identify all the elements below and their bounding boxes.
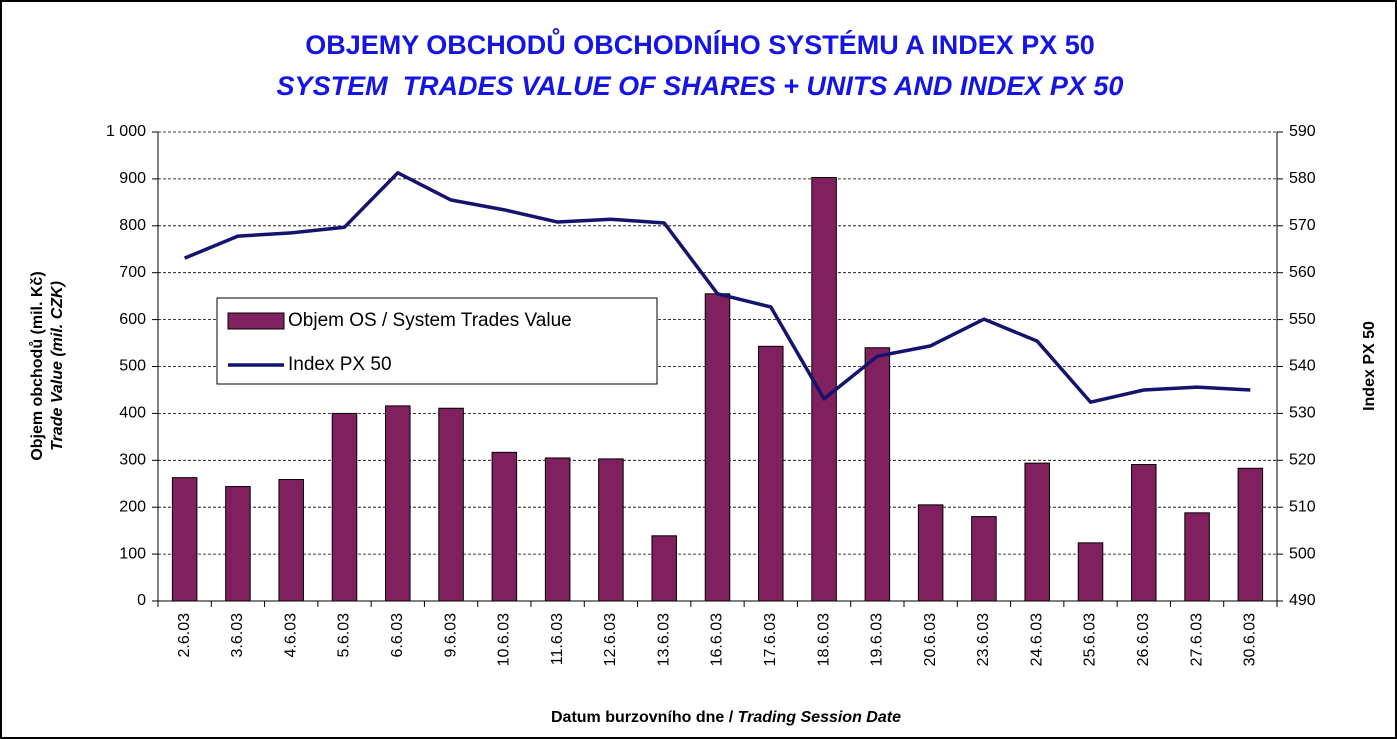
y-tick-label: 100: [119, 545, 146, 562]
bar: [704, 293, 731, 602]
x-tick-label: 4.6.03: [282, 613, 299, 658]
x-tick-label: 25.6.03: [1082, 613, 1099, 666]
bar: [278, 479, 304, 602]
y-tick-label: 300: [119, 452, 146, 469]
x-tick-label: 27.6.03: [1188, 613, 1205, 666]
bar: [651, 535, 677, 602]
x-tick-label: 6.6.03: [389, 613, 406, 658]
y-tick-label: 200: [119, 498, 146, 515]
bar: [1024, 462, 1050, 602]
bar: [438, 407, 464, 602]
chart-title: OBJEMY OBCHODŮ OBCHODNÍHO SYSTÉMU A INDE…: [305, 27, 1095, 60]
y-axis-label: Trade Value (mil. CZK): [49, 281, 66, 451]
bar: [491, 451, 518, 602]
x-tick-label: 24.6.03: [1028, 613, 1045, 666]
bar: [758, 345, 784, 602]
y-tick-label: 800: [119, 217, 146, 234]
legend-label: Index PX 50: [288, 354, 392, 375]
x-axis-label: Datum burzovního dne / Trading Session D…: [551, 709, 901, 726]
y2-tick-label: 590: [1289, 123, 1316, 140]
y2-tick-label: 520: [1289, 452, 1316, 469]
x-axis-label-part: Datum burzovního dne /: [551, 709, 738, 726]
y2-tick-label: 540: [1289, 358, 1316, 375]
x-tick-label: 2.6.03: [176, 613, 193, 658]
x-tick-label: 26.6.03: [1135, 613, 1152, 666]
line: [183, 171, 1251, 404]
x-tick-label: 12.6.03: [602, 613, 619, 666]
x-axis-label-part: Trading Session Date: [738, 709, 901, 726]
x-tick-label: 13.6.03: [655, 613, 672, 666]
x-tick-label: 19.6.03: [869, 613, 886, 666]
y-tick-label: 900: [119, 170, 146, 187]
bar: [971, 516, 997, 602]
y2-tick-label: 550: [1289, 311, 1316, 328]
x-tick-label: 20.6.03: [922, 613, 939, 666]
bar: [385, 405, 411, 602]
legend-label: Objem OS / System Trades Value: [288, 310, 572, 331]
y2-axis-label: Index PX 50: [1361, 321, 1378, 411]
bar: [331, 412, 358, 602]
y2-tick-label: 490: [1289, 592, 1316, 609]
bar: [544, 457, 571, 602]
bar: [811, 176, 837, 602]
x-tick-label: 23.6.03: [975, 613, 992, 666]
x-tick-label: 10.6.03: [496, 613, 513, 666]
x-tick-label: 5.6.03: [336, 613, 353, 658]
y-tick-label: 0: [137, 592, 146, 609]
y2-tick-label: 500: [1289, 545, 1316, 562]
y2-tick-label: 570: [1289, 217, 1316, 234]
bar: [864, 347, 891, 602]
bar: [1184, 512, 1210, 602]
legend-box: [216, 297, 658, 385]
y-tick-label: 700: [119, 264, 146, 281]
bar: [917, 504, 944, 602]
bar: [598, 458, 624, 602]
x-tick-label: 9.6.03: [442, 613, 459, 658]
chart-subtitle: SYSTEM TRADES VALUE OF SHARES + UNITS AN…: [277, 71, 1124, 101]
x-tick-label: 3.6.03: [229, 613, 246, 658]
bar: [171, 477, 198, 602]
bar: [1237, 467, 1264, 602]
y-tick-label: 500: [119, 358, 146, 375]
y-tick-label: 600: [119, 311, 146, 328]
bar: [1131, 464, 1157, 602]
y2-tick-label: 510: [1289, 498, 1316, 515]
x-tick-label: 30.6.03: [1242, 613, 1259, 666]
y2-tick-label: 560: [1289, 264, 1316, 281]
bar: [225, 486, 251, 602]
y-axis-label: Objem obchodů (mil. Kč): [29, 271, 46, 460]
x-tick-label: 11.6.03: [549, 613, 566, 665]
y-tick-label: 400: [119, 405, 146, 422]
x-tick-label: 17.6.03: [762, 613, 779, 666]
bar: [1077, 542, 1104, 602]
y2-tick-label: 530: [1289, 405, 1316, 422]
y2-tick-label: 580: [1289, 170, 1316, 187]
legend-swatch: [227, 312, 285, 330]
x-tick-label: 16.6.03: [709, 613, 726, 666]
y-tick-label: 1 000: [106, 123, 146, 140]
x-tick-label: 18.6.03: [815, 613, 832, 666]
